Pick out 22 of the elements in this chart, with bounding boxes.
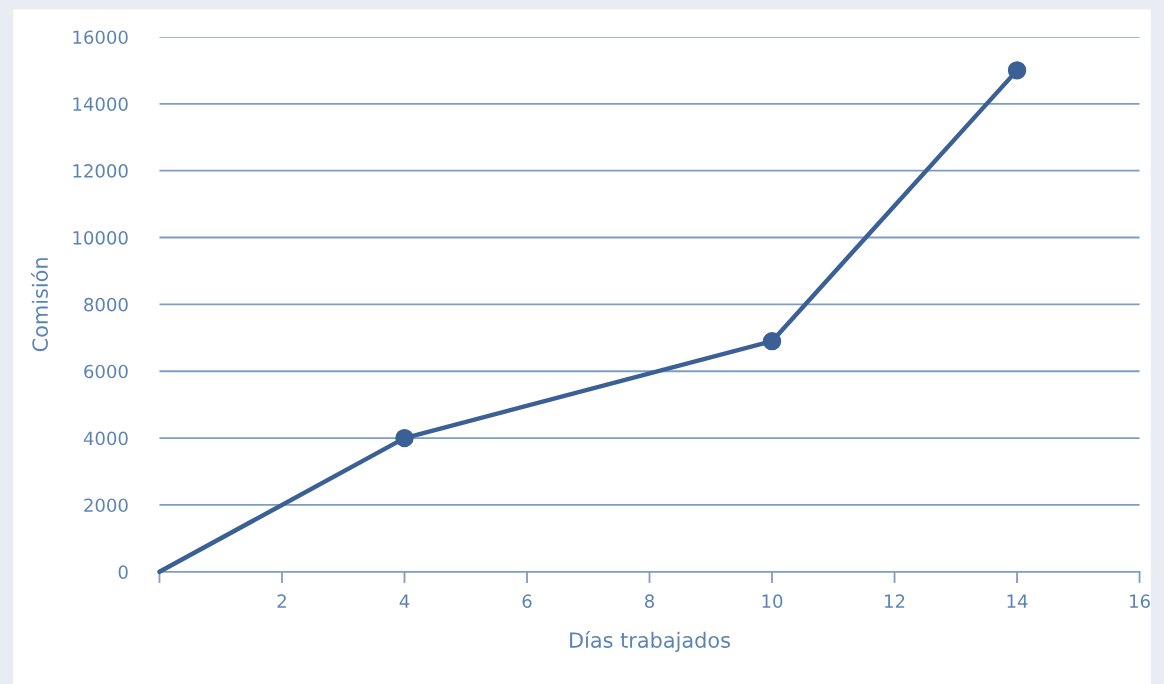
y-tick-label: 0 [118, 565, 128, 579]
y-tick-label: 12000 [73, 164, 128, 178]
x-tick-label: 14 [1007, 594, 1028, 608]
point [395, 428, 414, 448]
x-tick-label: 6 [522, 594, 532, 609]
x-tick-label: 8 [644, 594, 655, 609]
point [1007, 61, 1027, 80]
y-tick-label: 8000 [84, 297, 128, 312]
y-tick-label: 10000 [73, 230, 128, 245]
x-axis-title: Días trabajados [570, 630, 730, 652]
x-tick-label: 12 [885, 594, 905, 608]
y-tick-label: 4000 [83, 431, 128, 446]
x-tick-label: 2 [277, 594, 286, 608]
y-tick-label: 2000 [84, 498, 128, 513]
y-axis-title: Comisión [31, 258, 48, 352]
x-tick-label: 16 [1130, 594, 1150, 609]
y-tick-label: 14000 [73, 97, 128, 111]
y-tick-label: 16000 [73, 30, 128, 45]
x-tick-label: 4 [399, 594, 410, 608]
x-tick-label: 10 [762, 594, 783, 609]
y-tick-label: 6000 [84, 364, 128, 379]
point [762, 331, 782, 351]
